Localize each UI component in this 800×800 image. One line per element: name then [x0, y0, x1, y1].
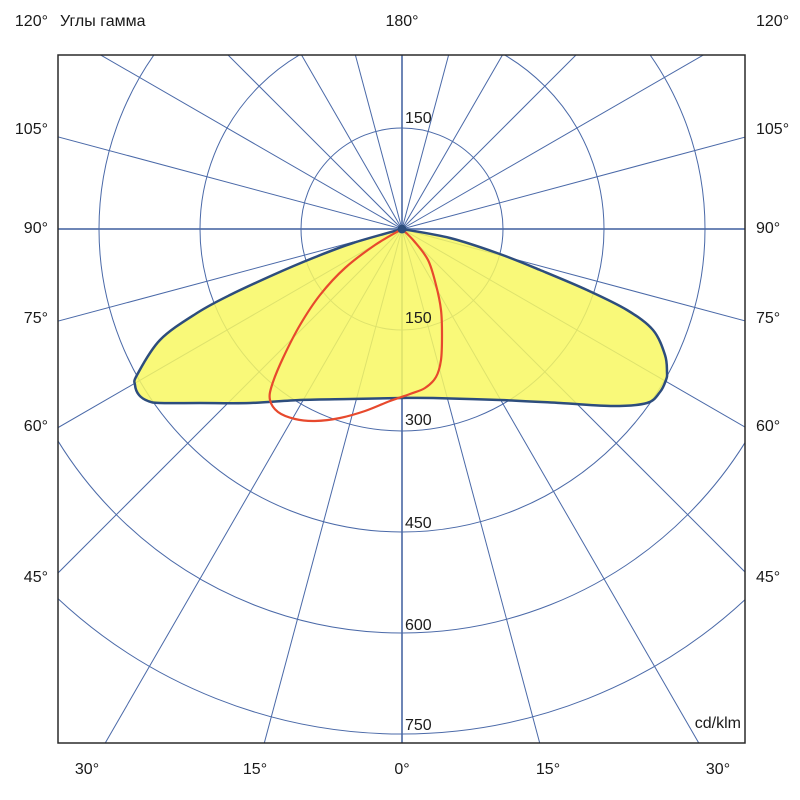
gamma-label-left-60: 60°: [23, 418, 48, 435]
gamma-label-bottom-30l: 30°: [74, 761, 100, 778]
gamma-label-bottom-0: 0°: [394, 761, 410, 778]
grid-circle-600: [58, 439, 745, 634]
radial-tick-750: 750: [405, 717, 432, 734]
polar-center-dot: [397, 224, 407, 234]
grid-ray-240: [99, 55, 403, 230]
gamma-label-left-105: 105°: [14, 121, 48, 138]
radial-tick-300: 300: [405, 412, 432, 429]
grid-ray-285: [58, 228, 403, 322]
grid-circle-300: [199, 55, 605, 432]
grid-ray-150: [401, 55, 504, 230]
radial-tick-600: 600: [405, 617, 432, 634]
grid-ray-225: [227, 55, 403, 230]
radial-tick-450: 450: [405, 515, 432, 532]
gamma-label-bottom-30r: 30°: [705, 761, 731, 778]
curve-c90-c270: [268, 227, 444, 423]
gamma-label-right-120: 120°: [756, 13, 790, 30]
grid-ray-195: [354, 55, 403, 230]
plot-border: [57, 54, 746, 744]
grid-circle-450: [98, 55, 706, 533]
gamma-label-right-105: 105°: [756, 121, 790, 138]
gamma-label-left-45: 45°: [23, 569, 48, 586]
grid-ray-135: [401, 55, 577, 230]
grid-ray-120: [401, 55, 705, 230]
curve-c0-c180: [133, 227, 669, 408]
grid-ray-255: [58, 136, 403, 230]
unit-label: cd/klm: [694, 715, 741, 732]
grid-ray-165: [401, 55, 450, 230]
gamma-label-left-90: 90°: [23, 220, 48, 237]
gamma-label-left-75: 75°: [23, 310, 48, 327]
gamma-label-right-75: 75°: [756, 310, 781, 327]
gamma-label-bottom-15r: 15°: [535, 761, 561, 778]
gamma-label-left-120: 120°: [14, 13, 48, 30]
gamma-label-bottom-15l: 15°: [242, 761, 268, 778]
gamma-label-right-60: 60°: [756, 418, 781, 435]
grid-ray-75: [401, 228, 745, 322]
grid-circle-750: [58, 597, 745, 735]
gamma-label-right-90: 90°: [756, 220, 781, 237]
radial-tick-150-up: 150: [405, 110, 432, 127]
gamma-label-right-45: 45°: [756, 569, 781, 586]
grid-ray-210: [300, 55, 403, 230]
gamma-label-180: 180°: [385, 13, 419, 30]
page-title: Углы гамма: [60, 13, 146, 30]
grid-ray-105: [401, 136, 745, 230]
radial-tick-150-down: 150: [405, 310, 432, 327]
